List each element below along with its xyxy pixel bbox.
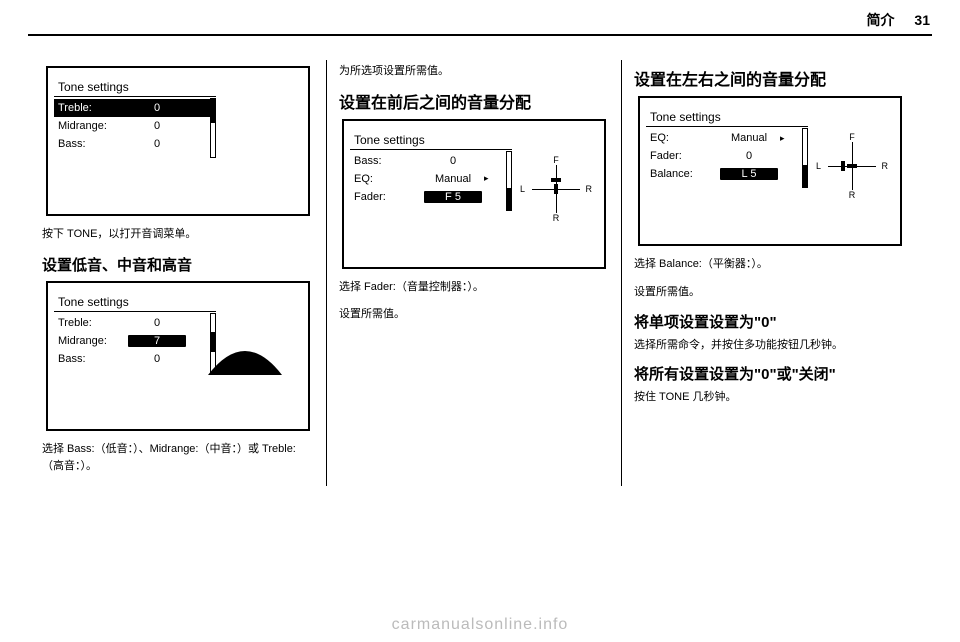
caption-choose-balance: 选择 Balance:（平衡器：）。 xyxy=(634,256,908,274)
row-label: Midrange: xyxy=(58,120,128,132)
label-f: F xyxy=(553,155,559,165)
label-r: R xyxy=(849,190,856,200)
header-divider xyxy=(28,34,932,36)
row-label: Fader: xyxy=(650,150,720,162)
row-label: EQ: xyxy=(650,132,720,144)
scrollbar xyxy=(802,128,808,188)
tone-row-balance: Balance: L 5 xyxy=(646,165,808,183)
heading-bass-mid-treble: 设置低音、中音和高音 xyxy=(42,254,316,275)
row-label: Bass: xyxy=(58,138,128,150)
tone-row-treble: Treble: 0 xyxy=(54,99,216,117)
heading-reset-all: 将所有设置设置为"0"或"关闭" xyxy=(634,363,908,384)
column-1: Tone settings Treble: 0 Midrange: 0 Bass… xyxy=(30,60,326,486)
row-value: 0 xyxy=(128,120,186,132)
label-l: L xyxy=(816,161,821,171)
row-value: 0 xyxy=(128,353,186,365)
tone-title: Tone settings xyxy=(350,131,512,150)
scrollbar-thumb xyxy=(803,165,807,187)
column-2: 为所选项设置所需值。 设置在前后之间的音量分配 Tone settings Ba… xyxy=(326,60,622,486)
caption-choose-bmt: 选择 Bass:（低音：）、Midrange:（中音：）或 Treble:（高音… xyxy=(42,441,316,476)
intro-text: 为所选项设置所需值。 xyxy=(339,62,611,81)
row-value: 0 xyxy=(424,155,482,167)
tone-row-eq: EQ: Manual ▸ xyxy=(646,129,808,147)
midrange-curve xyxy=(206,337,284,377)
heading-reset-one: 将单项设置设置为"0" xyxy=(634,311,908,332)
chevron-right-icon: ▸ xyxy=(778,133,785,144)
chapter-title: 简介 xyxy=(867,12,895,28)
tone-row-bass: Bass: 0 xyxy=(54,135,216,153)
tone-row-midrange: Midrange: 0 xyxy=(54,117,216,135)
watermark: carmanualsonline.info xyxy=(0,616,960,634)
caption-set-value2: 设置所需值。 xyxy=(634,284,908,302)
chevron-right-icon: ▸ xyxy=(482,173,489,184)
scrollbar-thumb xyxy=(507,188,511,210)
tone-settings-box-balance: Tone settings EQ: Manual ▸ Fader: 0 Bala… xyxy=(638,96,902,246)
heading-fader: 设置在前后之间的音量分配 xyxy=(339,89,611,113)
body-reset-one: 选择所需命令，并按住多功能按钮几秒钟。 xyxy=(634,336,908,355)
row-label: Midrange: xyxy=(58,335,128,347)
row-label: EQ: xyxy=(354,173,424,185)
caption-choose-fader: 选择 Fader:（音量控制器：）。 xyxy=(339,279,611,297)
tone-row-eq: EQ: Manual ▸ xyxy=(350,170,512,188)
row-value: Manual xyxy=(424,173,482,185)
row-value: 7 xyxy=(128,335,186,347)
tone-settings-box-1: Tone settings Treble: 0 Midrange: 0 Bass… xyxy=(46,66,310,216)
row-value: L 5 xyxy=(720,168,778,180)
tone-row-fader: Fader: F 5 xyxy=(350,188,512,206)
row-label: Balance: xyxy=(650,168,720,180)
scrollbar xyxy=(210,98,216,158)
column-3: 设置在左右之间的音量分配 Tone settings EQ: Manual ▸ … xyxy=(622,60,918,486)
row-value: F 5 xyxy=(424,191,482,203)
label-r2: R xyxy=(882,161,889,171)
tone-row-treble: Treble: 0 xyxy=(54,314,216,332)
body-reset-all: 按住 TONE 几秒钟。 xyxy=(634,388,908,407)
row-label: Fader: xyxy=(354,191,424,203)
label-r: R xyxy=(553,213,560,223)
tone-title: Tone settings xyxy=(54,293,216,312)
scrollbar xyxy=(506,151,512,211)
tone-row-bass: Bass: 0 xyxy=(54,350,216,368)
row-label: Treble: xyxy=(58,317,128,329)
balance-cross: F R L R xyxy=(822,136,882,196)
tone-title: Tone settings xyxy=(646,108,808,127)
row-label: Treble: xyxy=(58,102,128,114)
tone-row-fader: Fader: 0 xyxy=(646,147,808,165)
row-value: 0 xyxy=(720,150,778,162)
row-label: Bass: xyxy=(354,155,424,167)
tone-settings-box-fader: Tone settings Bass: 0 EQ: Manual ▸ Fader… xyxy=(342,119,606,269)
fader-cross: F R L R xyxy=(526,159,586,219)
label-f: F xyxy=(849,132,855,142)
row-value: 0 xyxy=(128,317,186,329)
tone-title: Tone settings xyxy=(54,78,216,97)
row-value: Manual xyxy=(720,132,778,144)
row-value: 0 xyxy=(128,102,186,114)
tone-row-bass: Bass: 0 xyxy=(350,152,512,170)
caption-press-tone: 按下 TONE，以打开音调菜单。 xyxy=(42,226,316,244)
row-label: Bass: xyxy=(58,353,128,365)
label-l: L xyxy=(520,184,525,194)
tone-settings-box-2: Tone settings Treble: 0 Midrange: 7 Bass… xyxy=(46,281,310,431)
page-number: 31 xyxy=(914,12,930,28)
heading-balance: 设置在左右之间的音量分配 xyxy=(634,66,908,90)
columns: Tone settings Treble: 0 Midrange: 0 Bass… xyxy=(30,60,918,486)
row-value: 0 xyxy=(128,138,186,150)
scrollbar-thumb xyxy=(211,99,215,123)
label-r2: R xyxy=(586,184,593,194)
page-header: 简介 31 xyxy=(867,10,930,30)
tone-row-midrange: Midrange: 7 xyxy=(54,332,216,350)
caption-set-value: 设置所需值。 xyxy=(339,306,611,324)
